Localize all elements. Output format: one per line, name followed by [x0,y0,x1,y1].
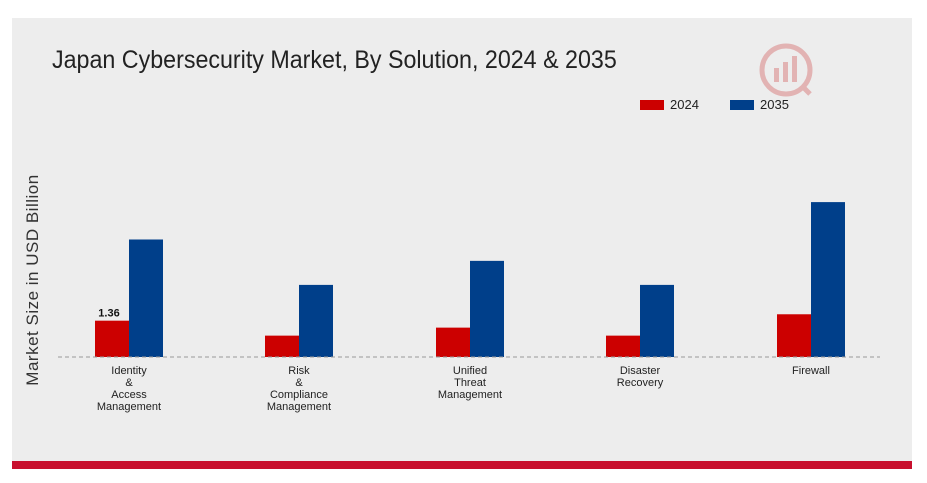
brand-logo-icon [759,43,813,97]
x-tick-label-2-2: Management [438,389,502,401]
bar-2035-1 [299,284,333,357]
legend-swatch-2024 [640,100,664,110]
x-tick-label-3-0: Disaster [620,365,661,377]
bar-2024-3 [606,335,640,357]
legend-swatch-2035 [730,100,754,110]
x-tick-label-0-1: & [125,377,133,389]
x-tick-label-0-0: Identity [111,365,147,377]
x-tick-label-1-1: & [295,377,303,389]
x-tick-label-2-1: Threat [454,377,486,389]
bar-2024-2 [436,327,470,357]
x-tick-label-1-3: Management [267,401,331,413]
legend-label-2035: 2035 [760,97,789,112]
data-label-0: 1.36 [98,308,119,320]
chart-title: Japan Cybersecurity Market, By Solution,… [52,46,617,74]
x-tick-label-0-2: Access [111,389,147,401]
x-tick-label-1-2: Compliance [270,389,328,401]
bar-2035-4 [811,202,845,357]
x-tick-label-1-0: Risk [288,365,310,377]
x-tick-label-4-0: Firewall [792,365,830,377]
bar-2024-4 [777,314,811,357]
x-tick-label-3-1: Recovery [617,377,664,389]
bar-2024-1 [265,335,299,357]
bar-2024-0 [95,320,129,357]
bar-2035-0 [129,239,163,357]
bar-2035-3 [640,284,674,357]
x-tick-label-0-3: Management [97,401,161,413]
x-tick-label-2-0: Unified [453,365,487,377]
bar-2035-2 [470,260,504,357]
bottom-accent-bar [12,461,912,469]
legend-label-2024: 2024 [670,97,699,112]
